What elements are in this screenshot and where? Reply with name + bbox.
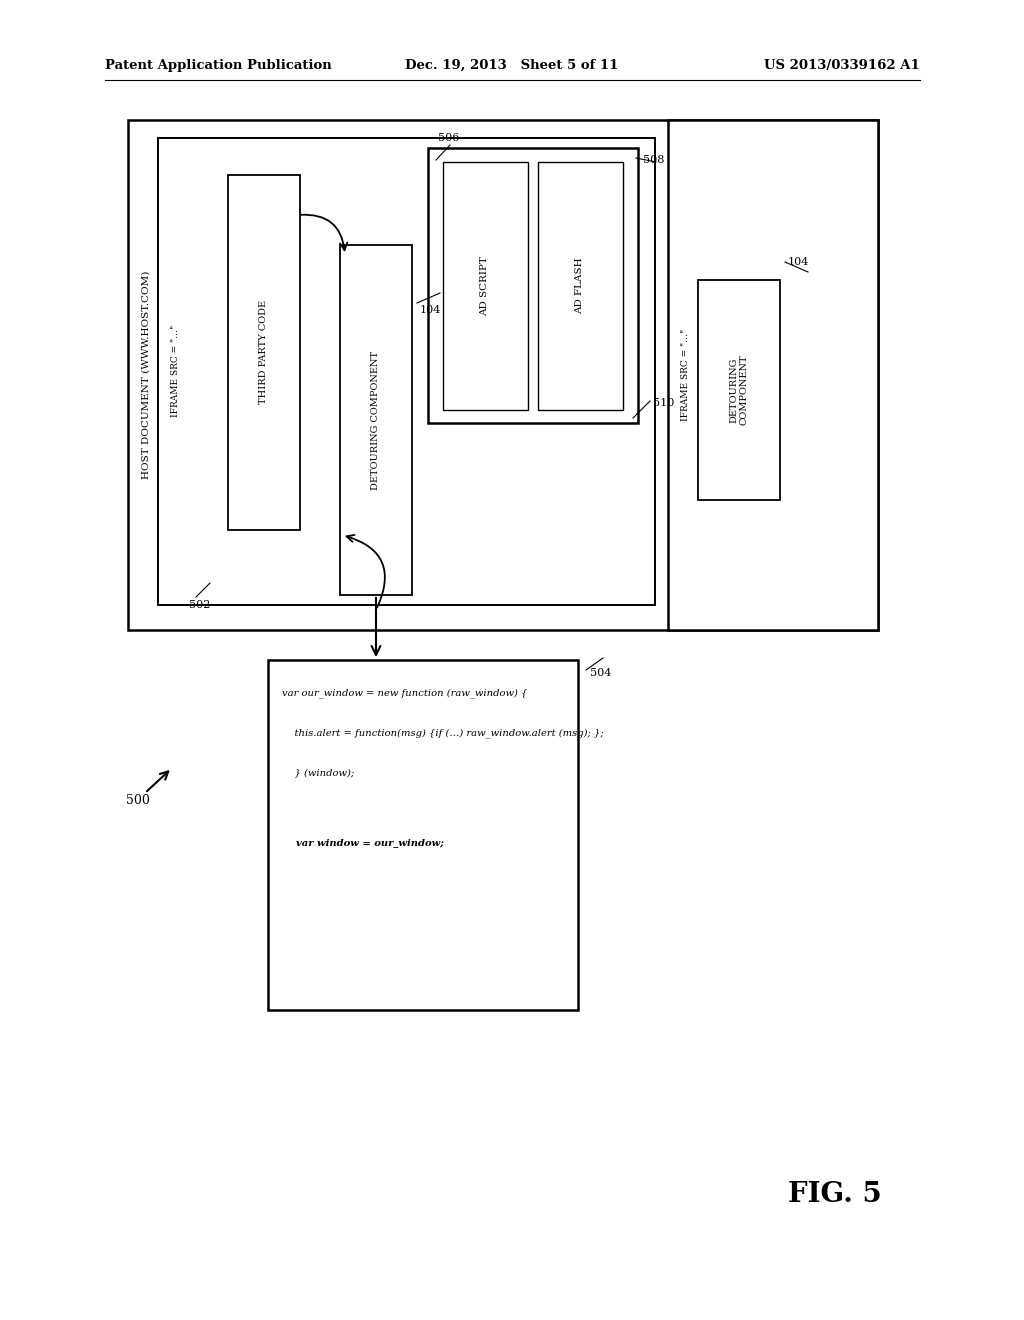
Text: US 2013/0339162 A1: US 2013/0339162 A1 [764,58,920,71]
Text: 104: 104 [788,257,809,267]
Bar [268,660,578,1010]
Text: DETOURING
COMPONENT: DETOURING COMPONENT [729,355,749,425]
Text: 506: 506 [438,133,460,143]
Text: 510: 510 [653,399,675,408]
Text: } (window);: } (window); [282,768,354,777]
Text: var window = our_window;: var window = our_window; [282,838,444,847]
Bar [340,246,412,595]
Text: 104: 104 [420,305,441,315]
Bar [158,139,655,605]
Text: 502: 502 [189,601,211,610]
Bar [668,120,878,630]
Text: THIRD PARTY CODE: THIRD PARTY CODE [259,300,268,404]
Text: Patent Application Publication: Patent Application Publication [105,58,332,71]
Text: FIG. 5: FIG. 5 [788,1181,882,1209]
Text: 508: 508 [643,154,665,165]
Text: HOST DOCUMENT (WWW.HOST.COM): HOST DOCUMENT (WWW.HOST.COM) [141,271,151,479]
Bar [428,148,638,422]
Bar [128,120,878,630]
Text: AD FLASH: AD FLASH [575,257,585,314]
Text: var our_window = new function (raw_window) {: var our_window = new function (raw_windo… [282,688,527,698]
Text: 500: 500 [126,793,150,807]
Text: AD SCRIPT: AD SCRIPT [480,256,489,315]
Text: this.alert = function(msg) {if (…) raw_window.alert (msg); };: this.alert = function(msg) {if (…) raw_w… [282,729,604,738]
Text: Dec. 19, 2013   Sheet 5 of 11: Dec. 19, 2013 Sheet 5 of 11 [406,58,618,71]
Bar [538,162,623,411]
Text: 504: 504 [590,668,611,678]
Text: DETOURING COMPONENT: DETOURING COMPONENT [372,350,381,490]
Bar [698,280,780,500]
Text: IFRAME SRC = "…": IFRAME SRC = "…" [682,329,690,421]
Bar [228,176,300,531]
Bar [443,162,528,411]
Text: IFRAME SRC = "…": IFRAME SRC = "…" [171,325,179,417]
